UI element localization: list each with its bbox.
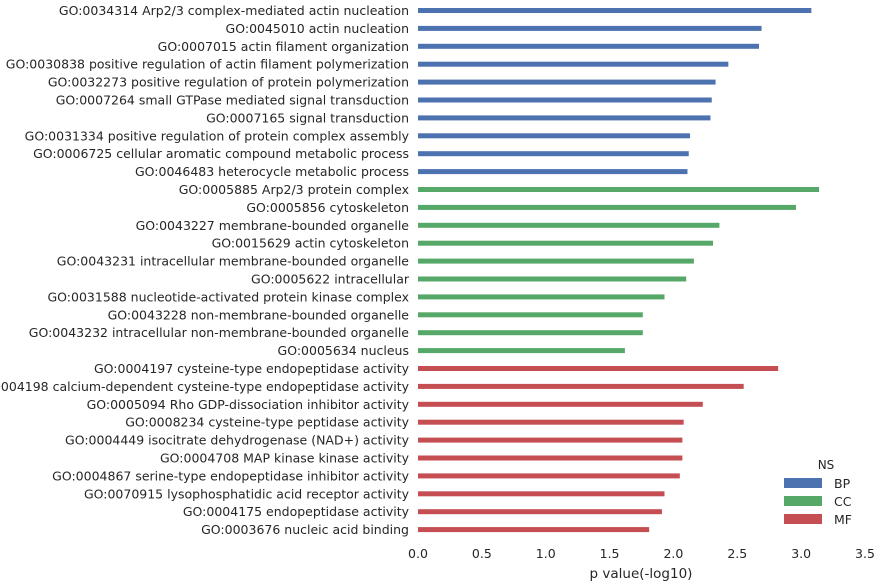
x-tick-label: 1.5: [600, 546, 620, 561]
bar: [418, 491, 665, 497]
category-label: GO:0007264 small GTPase mediated signal …: [56, 93, 409, 108]
category-label: GO:0043228 non-membrane-bounded organell…: [108, 307, 410, 322]
bar: [418, 401, 703, 407]
x-tick-label: 1.0: [536, 546, 556, 561]
bar: [418, 204, 797, 210]
category-label: GO:0032273 positive regulation of protei…: [48, 75, 409, 90]
bar: [418, 187, 820, 192]
x-tick-label: 3.0: [791, 546, 811, 561]
legend: NS BP CC MF: [784, 458, 852, 527]
category-label: GO:0005622 intracellular: [251, 272, 410, 287]
legend-label: BP: [834, 476, 851, 491]
bar: [418, 383, 744, 389]
legend-entries: BP CC MF: [784, 476, 852, 527]
x-tick-label: 2.0: [663, 546, 683, 561]
bar: [418, 115, 711, 121]
bar: [418, 151, 689, 157]
legend-label: CC: [834, 494, 852, 509]
bars-group: [418, 8, 820, 533]
category-label: GO:0007015 actin filament organization: [158, 39, 409, 54]
category-label: GO:0004708 MAP kinase kinase activity: [160, 451, 410, 466]
bar: [418, 258, 694, 264]
category-label: GO:0015629 actin cytoskeleton: [212, 236, 409, 251]
category-label: GO:0031334 positive regulation of protei…: [25, 128, 410, 143]
bar: [418, 294, 665, 300]
legend-swatch: [784, 496, 822, 506]
x-tick-label: 3.5: [855, 546, 875, 561]
legend-swatch: [784, 478, 822, 488]
x-tick-labels: 0.0 0.5 1.0 1.5 2.0 2.5 3.0 3.5: [408, 546, 875, 561]
bar: [418, 330, 643, 336]
bar: [418, 276, 687, 282]
category-label: GO:0006725 cellular aromatic compound me…: [33, 146, 409, 161]
legend-title: NS: [818, 458, 835, 472]
category-label: GO:0005885 Arp2/3 protein complex: [179, 182, 409, 197]
bar: [418, 348, 625, 354]
bar: [418, 527, 650, 533]
category-label: GO:0004197 cysteine-type endopeptidase a…: [94, 361, 410, 376]
category-label: GO:0005856 cytoskeleton: [246, 200, 409, 215]
category-label: GO:0031588 nucleotide-activated protein …: [47, 289, 409, 304]
category-label: GO:0043231 intracellular membrane-bounde…: [57, 254, 410, 269]
category-label: GO:0004198 calcium-dependent cysteine-ty…: [0, 379, 410, 394]
bar: [418, 366, 779, 371]
category-labels: GO:0034314 Arp2/3 complex-mediated actin…: [0, 3, 410, 537]
bar: [418, 43, 759, 49]
bar: [418, 169, 688, 175]
category-label: GO:0034314 Arp2/3 complex-mediated actin…: [59, 3, 409, 18]
legend-swatch: [784, 514, 822, 524]
category-label: GO:0007165 signal transduction: [206, 110, 409, 125]
bar: [418, 419, 684, 425]
category-label: GO:0005094 Rho GDP-dissociation inhibito…: [87, 397, 410, 412]
bar: [418, 312, 643, 318]
category-label: GO:0003676 nucleic acid binding: [201, 522, 409, 537]
bar: [418, 473, 680, 479]
category-label: GO:0004867 serine-type endopeptidase inh…: [52, 468, 409, 483]
bar: [418, 79, 716, 85]
category-label: GO:0004449 isocitrate dehydrogenase (NAD…: [65, 433, 410, 448]
bar: [418, 240, 714, 246]
bar: [418, 509, 662, 515]
category-label: GO:0045010 actin nucleation: [226, 21, 409, 36]
category-label: GO:0043227 membrane-bounded organelle: [136, 218, 410, 233]
category-label: GO:0043232 intracellular non-membrane-bo…: [29, 325, 410, 340]
bar: [418, 437, 683, 443]
bar: [418, 133, 691, 139]
category-label: GO:0005634 nucleus: [278, 343, 409, 358]
bar: [418, 97, 712, 103]
x-tick-label: 2.5: [727, 546, 747, 561]
category-label: GO:0004175 endopeptidase activity: [183, 504, 410, 519]
category-label: GO:0046483 heterocycle metabolic process: [135, 164, 409, 179]
x-tick-label: 0.5: [472, 546, 492, 561]
x-tick-label: 0.0: [408, 546, 428, 561]
category-label: GO:0008234 cysteine-type peptidase activ…: [125, 415, 409, 430]
x-axis-title: p value(-log10): [590, 566, 693, 582]
category-label: GO:0030838 positive regulation of actin …: [6, 57, 409, 72]
category-label: GO:0070915 lysophosphatidic acid recepto…: [84, 486, 410, 501]
legend-label: MF: [834, 512, 852, 527]
bar: [418, 8, 812, 13]
bar: [418, 455, 683, 461]
bar: [418, 61, 729, 67]
bar: [418, 25, 762, 31]
bar: [418, 222, 720, 228]
